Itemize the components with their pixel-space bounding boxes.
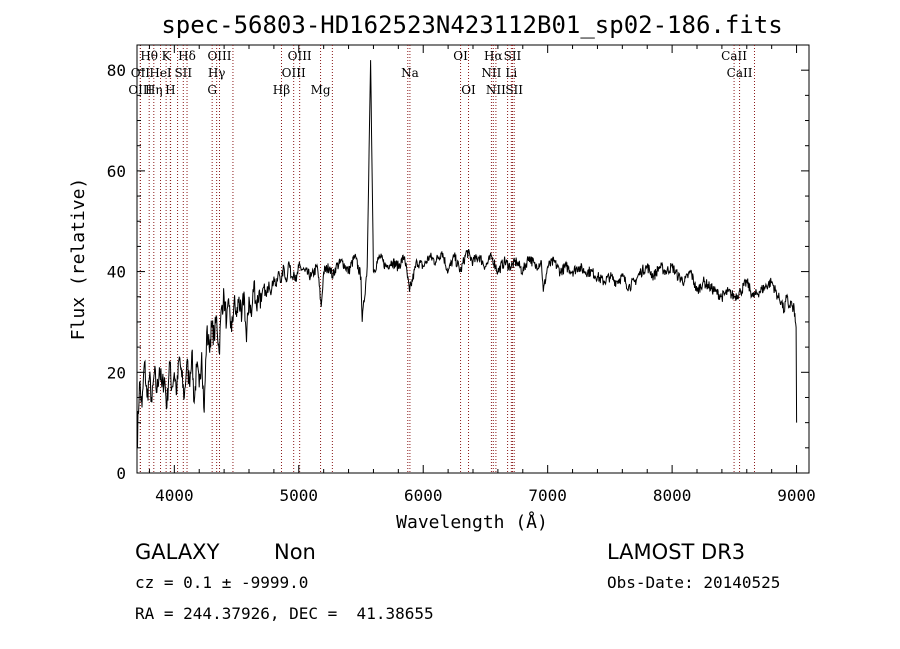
- x-tick-label: 8000: [653, 486, 692, 505]
- x-axis-label: Wavelength (Å): [396, 511, 548, 533]
- line-label: Hα: [484, 49, 503, 63]
- object-subclass: Non: [274, 540, 316, 564]
- line-label: OIII: [282, 66, 306, 80]
- obs-date: Obs-Date: 20140525: [607, 573, 780, 592]
- y-axis: 0 20 40 60 80: [107, 44, 809, 483]
- line-label: HeI: [149, 66, 172, 80]
- line-label: Mg: [311, 83, 331, 97]
- line-label: Hθ: [140, 49, 158, 63]
- y-tick-label: 0: [116, 464, 126, 483]
- x-tick-label: 9000: [777, 486, 816, 505]
- chart-title: spec-56803-HD162523N423112B01_sp02-186.f…: [161, 11, 782, 39]
- line-label: K: [162, 49, 172, 63]
- y-tick-label: 40: [107, 263, 126, 282]
- line-label: OI: [461, 83, 476, 97]
- line-label: Na: [401, 66, 419, 80]
- line-label: Hη: [145, 83, 163, 97]
- ra-dec-coordinates: RA = 244.37926, DEC = 41.38655: [135, 604, 434, 623]
- redshift-cz: cz = 0.1 ± -9999.0: [135, 573, 308, 592]
- line-markers: OII OIII Hθ HeI Hη K H Hδ SII OIII Hγ G OIII OIII Hβ Mg…: [128, 45, 755, 473]
- line-label: NII: [486, 83, 506, 97]
- line-label: Hδ: [178, 49, 196, 63]
- x-tick-label: 5000: [280, 486, 319, 505]
- line-label: SII: [504, 49, 522, 63]
- line-label: NII: [481, 66, 501, 80]
- x-tick-label: 4000: [155, 486, 194, 505]
- line-label: CaII: [727, 66, 753, 80]
- line-label: SII: [174, 66, 192, 80]
- line-label: OIII: [207, 49, 231, 63]
- object-class: GALAXY: [135, 540, 220, 564]
- line-label: Hβ: [273, 83, 290, 97]
- survey-name: LAMOST DR3: [607, 540, 745, 564]
- line-label: G: [207, 83, 217, 97]
- x-tick-label: 7000: [528, 486, 567, 505]
- line-label: OIII: [288, 49, 312, 63]
- y-tick-label: 80: [107, 61, 126, 80]
- line-label: OIII: [128, 83, 152, 97]
- y-tick-label: 20: [107, 363, 126, 382]
- line-label: Hγ: [208, 66, 226, 80]
- line-label: SII: [505, 83, 523, 97]
- y-axis-label: Flux (relative): [68, 178, 89, 341]
- x-tick-label: 6000: [404, 486, 443, 505]
- line-label: Li: [505, 66, 517, 80]
- line-label: CaII: [721, 49, 747, 63]
- x-axis: 4000 5000 6000 7000 8000 9000: [148, 45, 816, 505]
- spectrum-line: [136, 60, 798, 449]
- line-label: OII: [131, 66, 151, 80]
- y-tick-label: 60: [107, 162, 126, 181]
- line-label: OI: [453, 49, 468, 63]
- line-label: H: [165, 83, 175, 97]
